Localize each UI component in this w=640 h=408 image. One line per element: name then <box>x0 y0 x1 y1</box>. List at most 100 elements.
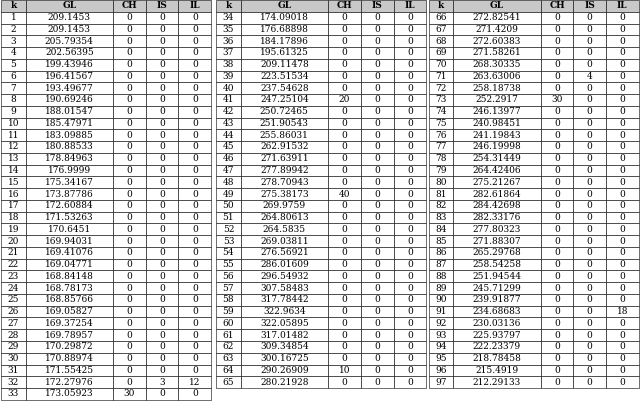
Bar <box>113 388 146 400</box>
Bar <box>146 82 179 94</box>
Bar <box>573 129 606 141</box>
Bar <box>328 141 361 153</box>
Bar <box>429 259 453 271</box>
Text: 0: 0 <box>127 248 132 257</box>
Text: 69: 69 <box>435 49 447 58</box>
Text: GL: GL <box>277 1 291 10</box>
Text: 185.47971: 185.47971 <box>45 119 94 128</box>
Text: 169.41076: 169.41076 <box>45 248 93 257</box>
Bar <box>573 35 606 47</box>
Text: 0: 0 <box>159 225 165 234</box>
Text: 180.88533: 180.88533 <box>45 142 93 151</box>
Bar <box>179 212 211 224</box>
Text: CH: CH <box>122 1 137 10</box>
Text: 71: 71 <box>435 72 447 81</box>
Text: 0: 0 <box>374 107 380 116</box>
Text: 0: 0 <box>127 307 132 316</box>
Text: 0: 0 <box>554 25 560 34</box>
Bar <box>241 12 328 24</box>
Text: 77: 77 <box>435 142 447 151</box>
Text: 0: 0 <box>554 142 560 151</box>
Text: 0: 0 <box>127 131 132 140</box>
Text: 83: 83 <box>435 213 447 222</box>
Bar <box>361 235 394 247</box>
Text: 0: 0 <box>374 378 380 387</box>
Bar <box>328 294 361 306</box>
Bar <box>1 94 26 106</box>
Text: 0: 0 <box>159 178 165 187</box>
Bar <box>573 224 606 235</box>
Bar <box>216 247 241 259</box>
Bar <box>328 200 361 212</box>
Text: 263.63006: 263.63006 <box>472 72 521 81</box>
Bar <box>241 212 328 224</box>
Text: 0: 0 <box>127 37 132 46</box>
Text: 13: 13 <box>8 154 19 163</box>
Text: 0: 0 <box>342 225 348 234</box>
Bar <box>146 364 179 376</box>
Text: 199.43946: 199.43946 <box>45 60 93 69</box>
Text: 0: 0 <box>374 13 380 22</box>
Text: 0: 0 <box>374 272 380 281</box>
Bar <box>606 35 639 47</box>
Bar <box>453 82 541 94</box>
Text: 0: 0 <box>127 342 132 351</box>
Bar <box>573 364 606 376</box>
Bar <box>429 164 453 176</box>
Bar <box>179 317 211 329</box>
Bar <box>179 259 211 271</box>
Text: 169.37254: 169.37254 <box>45 319 93 328</box>
Bar <box>216 235 241 247</box>
Text: 0: 0 <box>192 49 198 58</box>
Text: 280.21928: 280.21928 <box>260 378 308 387</box>
Text: 0: 0 <box>407 319 413 328</box>
Text: 171.53263: 171.53263 <box>45 213 93 222</box>
Bar <box>394 141 426 153</box>
Text: 0: 0 <box>192 354 198 363</box>
Bar <box>146 141 179 153</box>
Text: 35: 35 <box>223 25 234 34</box>
Bar <box>241 271 328 282</box>
Bar <box>179 94 211 106</box>
Bar <box>216 306 241 317</box>
Bar <box>606 235 639 247</box>
Bar <box>1 129 26 141</box>
Bar <box>241 24 328 35</box>
Bar <box>26 176 113 188</box>
Bar <box>394 118 426 129</box>
Bar <box>361 212 394 224</box>
Text: 0: 0 <box>587 201 593 210</box>
Text: 0: 0 <box>374 60 380 69</box>
Text: 0: 0 <box>192 237 198 246</box>
Bar <box>606 71 639 82</box>
Bar <box>394 353 426 364</box>
Bar <box>541 71 573 82</box>
Text: 0: 0 <box>620 319 625 328</box>
Bar <box>606 118 639 129</box>
Bar <box>179 388 211 400</box>
Text: 0: 0 <box>407 119 413 128</box>
Bar <box>541 259 573 271</box>
Bar <box>453 259 541 271</box>
Bar <box>241 188 328 200</box>
Text: 0: 0 <box>127 60 132 69</box>
Bar <box>541 82 573 94</box>
Bar <box>453 376 541 388</box>
Text: 61: 61 <box>223 330 234 339</box>
Text: 0: 0 <box>587 225 593 234</box>
Bar <box>361 188 394 200</box>
Bar <box>328 176 361 188</box>
Text: 0: 0 <box>587 49 593 58</box>
Bar <box>328 259 361 271</box>
Text: 0: 0 <box>127 260 132 269</box>
Text: 0: 0 <box>407 25 413 34</box>
Bar <box>541 247 573 259</box>
Text: 3: 3 <box>159 378 165 387</box>
Bar <box>453 176 541 188</box>
Bar <box>606 141 639 153</box>
Bar <box>216 118 241 129</box>
Text: 172.60884: 172.60884 <box>45 201 93 210</box>
Text: 0: 0 <box>620 95 625 104</box>
Bar <box>541 224 573 235</box>
Text: 275.38173: 275.38173 <box>260 190 308 199</box>
